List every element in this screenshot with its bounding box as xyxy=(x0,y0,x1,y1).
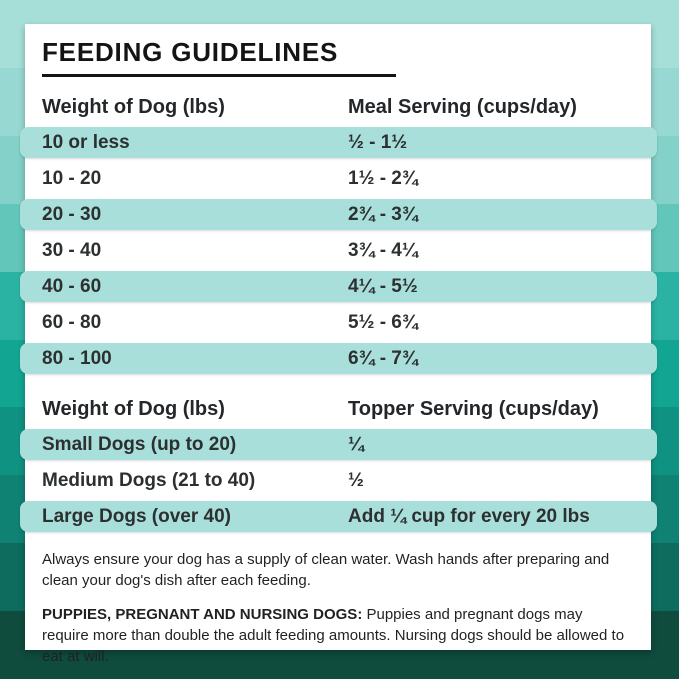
table-row: 20 - 30 2¾ - 3¾ xyxy=(20,198,657,230)
water-note: Always ensure your dog has a supply of c… xyxy=(42,549,631,591)
title-underline xyxy=(42,73,396,77)
table-row: 40 - 60 4¼ - 5½ xyxy=(20,270,657,302)
serving-cell: 4¼ - 5½ xyxy=(348,275,418,297)
table-row: 10 or less ½ - 1½ xyxy=(20,126,657,158)
serving-cell: ¼ xyxy=(348,433,364,455)
weight-cell: 20 - 30 xyxy=(42,203,102,225)
serving-cell: ½ - 1½ xyxy=(348,131,408,153)
weight-cell: 60 - 80 xyxy=(42,311,102,333)
footer-notes: Always ensure your dog has a supply of c… xyxy=(42,549,634,667)
topper-table-header-serving: Topper Serving (cups/day) xyxy=(348,397,599,420)
serving-cell: ½ xyxy=(348,469,364,491)
feeding-guidelines-card: FEEDING GUIDELINES Weight of Dog (lbs) M… xyxy=(20,24,657,665)
serving-cell: 6¾ - 7¾ xyxy=(348,347,418,369)
meal-table: 10 or less ½ - 1½ 10 - 20 1½ - 2¾ 20 - 3… xyxy=(20,126,657,374)
serving-cell: 3¾ - 4¼ xyxy=(348,239,418,261)
topper-table-header: Weight of Dog (lbs) Topper Serving (cups… xyxy=(42,398,634,420)
table-row: 30 - 40 3¾ - 4¼ xyxy=(20,235,657,266)
page-title: FEEDING GUIDELINES xyxy=(42,37,339,67)
weight-cell: Small Dogs (up to 20) xyxy=(42,433,237,455)
weight-cell: 80 - 100 xyxy=(42,347,112,369)
weight-cell: Large Dogs (over 40) xyxy=(42,505,231,527)
puppies-note-label: PUPPIES, PREGNANT AND NURSING DOGS: xyxy=(42,605,363,623)
table-row: Medium Dogs (21 to 40) ½ xyxy=(20,465,657,496)
weight-cell: 10 or less xyxy=(42,131,130,153)
serving-cell: 5½ - 6¾ xyxy=(348,311,418,333)
table-row: 10 - 20 1½ - 2¾ xyxy=(20,163,657,194)
weight-cell: 30 - 40 xyxy=(42,239,102,261)
table-row: Large Dogs (over 40) Add ¼ cup for every… xyxy=(20,500,657,532)
topper-table: Small Dogs (up to 20) ¼ Medium Dogs (21 … xyxy=(20,428,657,532)
weight-cell: Medium Dogs (21 to 40) xyxy=(42,469,256,491)
table-row: Small Dogs (up to 20) ¼ xyxy=(20,428,657,460)
water-note-text: Always ensure your dog has a supply of c… xyxy=(42,550,610,589)
meal-table-header: Weight of Dog (lbs) Meal Serving (cups/d… xyxy=(42,96,634,118)
meal-table-header-weight: Weight of Dog (lbs) xyxy=(42,95,225,118)
serving-cell: 1½ - 2¾ xyxy=(348,167,418,189)
puppies-note: PUPPIES, PREGNANT AND NURSING DOGS: Pupp… xyxy=(42,604,631,667)
meal-table-header-serving: Meal Serving (cups/day) xyxy=(348,95,577,118)
weight-cell: 40 - 60 xyxy=(42,275,102,297)
table-row: 80 - 100 6¾ - 7¾ xyxy=(20,342,657,374)
serving-cell: 2¾ - 3¾ xyxy=(348,203,418,225)
topper-table-header-weight: Weight of Dog (lbs) xyxy=(42,397,225,420)
serving-cell: Add ¼ cup for every 20 lbs xyxy=(348,505,590,527)
puppies-note-text: Puppies and pregnant dogs may require mo… xyxy=(42,605,625,665)
weight-cell: 10 - 20 xyxy=(42,167,102,189)
table-row: 60 - 80 5½ - 6¾ xyxy=(20,307,657,338)
